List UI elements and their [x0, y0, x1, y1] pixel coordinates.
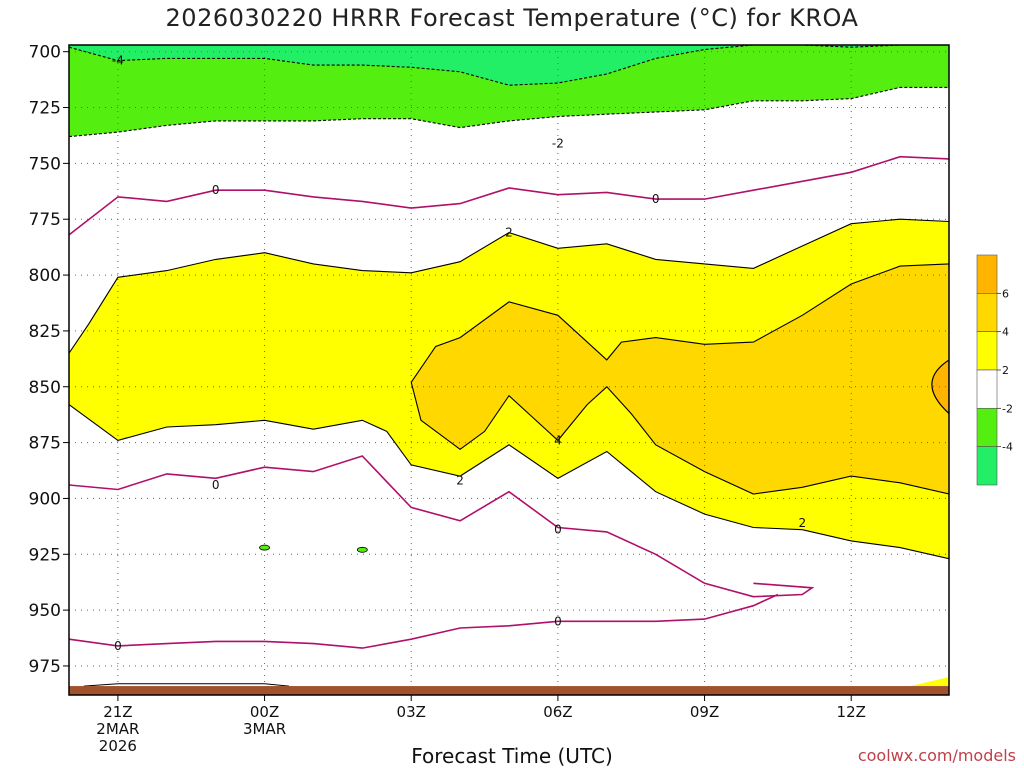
contour-label: 0: [212, 183, 220, 197]
colorbar-band: [976, 254, 998, 294]
x-axis-title: Forecast Time (UTC): [411, 744, 613, 768]
y-tick-label: 975: [29, 657, 61, 677]
contour-line: [410, 382, 949, 495]
colorbar-band: [976, 369, 998, 409]
grid-lines: [69, 45, 949, 695]
contour-label: 2: [505, 226, 513, 240]
y-tick-label: 850: [29, 378, 61, 398]
x-tick-label: 09Z: [690, 703, 719, 721]
fill-below-minus4: [69, 45, 949, 86]
y-tick-label: 700: [29, 43, 61, 63]
x-tick-label: 3MAR: [243, 720, 286, 738]
colorbar-band: [976, 293, 998, 332]
filled-contours: [69, 45, 949, 695]
contour-label: 0: [554, 523, 562, 537]
colorbar-tick-label: 4: [1002, 326, 1009, 339]
x-tick-label: 2026: [99, 737, 137, 755]
contour-label: 4: [554, 433, 562, 447]
y-tick-label: 925: [29, 545, 61, 565]
cold-spot: [259, 544, 270, 551]
contour-label: 0: [652, 192, 660, 206]
y-tick-label: 950: [29, 601, 61, 621]
chart-title: 2026030220 HRRR Forecast Temperature (°C…: [165, 4, 859, 32]
fill-near-ground-warm: [909, 677, 949, 687]
plot-frame: [68, 44, 950, 696]
colorbar-tick-label: 2: [1002, 364, 1009, 377]
x-tick-label: 06Z: [543, 703, 572, 721]
colorbar-band: [976, 408, 998, 447]
colorbar: 6 4 2 -2 -4: [976, 254, 1013, 486]
colorbar-tick-label: -4: [1002, 441, 1013, 454]
y-tick-label: 750: [29, 154, 61, 174]
contour-label: 2: [456, 474, 464, 488]
source-credit[interactable]: coolwx.com/models: [857, 746, 1016, 765]
x-tick-label: 2MAR: [96, 720, 139, 738]
ground-fill: [69, 686, 949, 695]
y-tick-label: 800: [29, 266, 61, 286]
x-tick-label: 00Z: [250, 703, 279, 721]
y-tick-label: 825: [29, 322, 61, 342]
y-tick-label: 775: [29, 210, 61, 230]
contour-labels: -4 -2 0 0 2 4 2 0 2 0 0 0: [112, 54, 807, 653]
contour-line: [69, 218, 949, 354]
contour-label: 0: [212, 478, 220, 492]
y-tick-label: 725: [29, 99, 61, 119]
colorbar-band: [976, 446, 998, 486]
contour-lines: [69, 45, 949, 649]
contour-line: [69, 155, 949, 236]
contour-label: 0: [554, 614, 562, 628]
colorbar-tick-label: 6: [1002, 287, 1009, 300]
colorbar-band: [976, 331, 998, 371]
contour-line: [410, 263, 949, 383]
y-tick-label: 900: [29, 489, 61, 509]
x-tick-label: 03Z: [397, 703, 426, 721]
cold-spot: [356, 546, 368, 553]
fill-minus4-to-minus2: [69, 45, 949, 137]
colorbar-tick-label: -2: [1002, 402, 1013, 415]
contour-label: 2: [799, 516, 807, 530]
contour-label: 0: [114, 639, 122, 653]
x-tick-label: 12Z: [837, 703, 866, 721]
axes: 70072575077580082585087590092595097521Z2…: [29, 43, 950, 755]
contour-line: [69, 593, 779, 649]
contour-near-ground: [83, 683, 290, 687]
contour-line: [69, 455, 815, 598]
contour-label: -2: [552, 136, 564, 150]
y-tick-label: 875: [29, 434, 61, 454]
x-tick-label: 21Z: [103, 703, 132, 721]
contour-label: -4: [112, 54, 124, 68]
fill-4-to-6: [411, 263, 949, 494]
contour-line: [69, 404, 949, 560]
contour-line: [69, 86, 949, 138]
